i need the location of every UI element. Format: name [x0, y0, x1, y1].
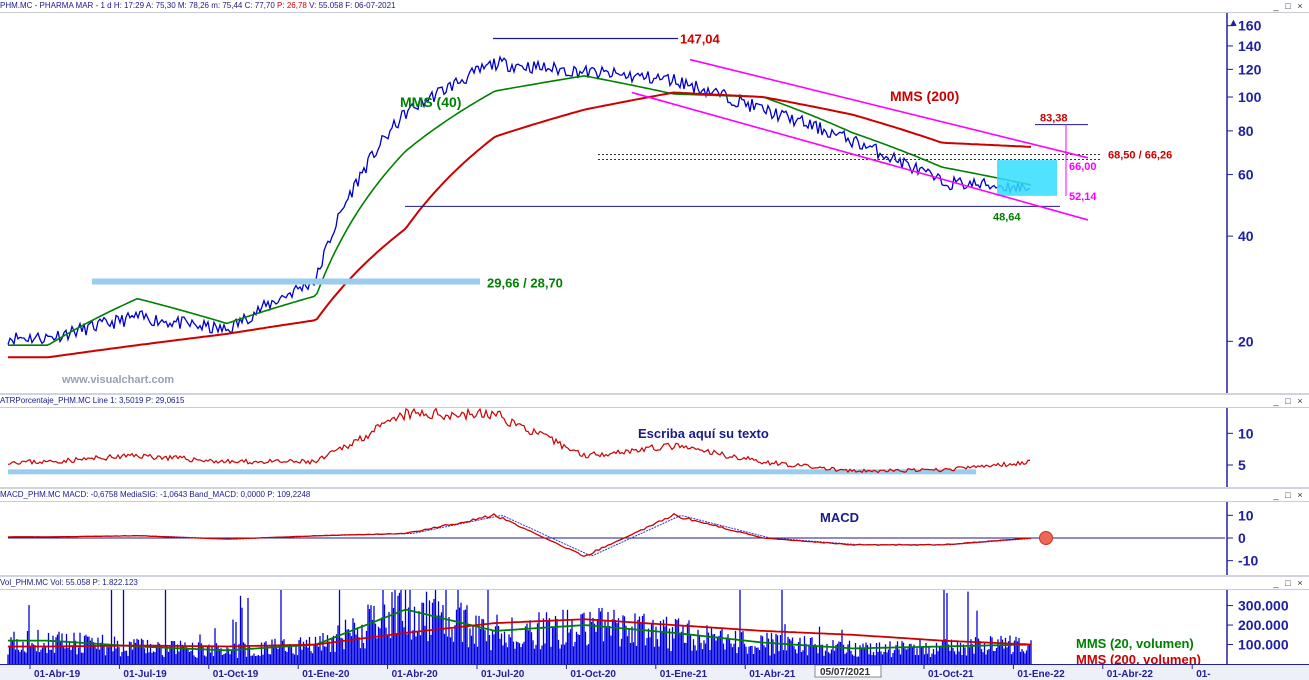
time-tick-label: 01-Abr-20 — [392, 669, 439, 680]
macd-line — [7, 512, 1032, 557]
pane-separator[interactable] — [0, 393, 1309, 395]
mms40-line — [8, 75, 1032, 346]
time-tick-label: 01-Ene-20 — [302, 669, 350, 680]
price-tick-label: 160 — [1238, 18, 1262, 34]
volume-chart[interactable]: 300.000 200.000 100.000 MMS (20, volumen)MM… — [0, 590, 1309, 664]
peak-label: 147,04 — [680, 31, 721, 46]
time-tick-label: 01-Oct-21 — [928, 669, 974, 680]
mms200-label: MMS (200) — [890, 88, 959, 104]
volume-mms20-label: MMS (20, volumen) — [1076, 636, 1194, 651]
time-tick-label: 01-Jul-19 — [123, 669, 167, 680]
channel-upper-line — [689, 58, 1089, 159]
atr-pane[interactable]: ATRPorcentaje_PHM.MC Line 1: 3,5019 P: 2… — [0, 395, 1309, 487]
price-tick-label: 60 — [1238, 167, 1254, 183]
support-label: 29,66 / 28,70 — [487, 276, 563, 291]
close-icon[interactable]: × — [1297, 578, 1303, 588]
level-52-label: 52,14 — [1069, 191, 1097, 203]
time-tick-label: 01-Oct-19 — [213, 669, 259, 680]
atr-pane-header: ATRPorcentaje_PHM.MC Line 1: 3,5019 P: 2… — [0, 395, 1309, 408]
time-tick-label: 01-Abr-22 — [1107, 669, 1154, 680]
consolidation-box — [997, 160, 1057, 196]
atr-band — [8, 469, 976, 475]
time-tick-label: 01-Ene-21 — [660, 669, 708, 680]
minimize-icon[interactable]: _ — [1273, 396, 1279, 406]
time-tick-label: 01-Oct-20 — [570, 669, 616, 680]
time-tick-label: 01-Abr-21 — [749, 669, 796, 680]
price-tick-label: 40 — [1238, 228, 1254, 244]
price-tick-label: 20 — [1238, 333, 1254, 349]
level-66-label: 66,00 — [1069, 161, 1097, 173]
maximize-icon[interactable]: □ — [1285, 1, 1291, 11]
time-axis-labels: 01-Abr-19 01-Jul-19 01-Oct-19 01-Ene-20 01-A… — [29, 665, 1211, 680]
price-tick-label: 140 — [1238, 38, 1262, 54]
support-band — [92, 278, 480, 285]
price-header-p: P: 26,78 — [277, 1, 307, 10]
volume-pane[interactable]: Vol_PHM.MC Vol: 55.058 P: 1.822.123 _ □ × … — [0, 577, 1309, 664]
price-tick-label: 100 — [1238, 89, 1262, 105]
macd-tick-label: 0 — [1238, 530, 1246, 546]
maximize-icon[interactable]: □ — [1285, 396, 1291, 406]
macd-label: MACD — [820, 510, 859, 525]
atr-tick-label: 5 — [1238, 457, 1246, 473]
atr-line — [7, 408, 1031, 474]
close-icon[interactable]: × — [1297, 490, 1303, 500]
cursor-date-box — [814, 665, 882, 678]
price-tick-label: 80 — [1238, 123, 1254, 139]
mms40-label: MMS (40) — [400, 94, 461, 110]
macd-pane[interactable]: MACD_PHM.MC MACD: -0,6758 MediaSIG: -1,0… — [0, 489, 1309, 575]
volume-bars — [7, 590, 1032, 664]
level-83-label: 83,38 — [1040, 113, 1068, 125]
minimize-icon[interactable]: _ — [1273, 1, 1279, 11]
time-tick-label: 01- — [1196, 669, 1210, 680]
time-tick-label: 01-Ene-22 — [1017, 669, 1065, 680]
price-header-symbol: PHM.MC - PHARMA MAR - 1 d — [0, 1, 112, 10]
level-68-label: 68,50 / 66,26 — [1108, 149, 1172, 161]
volume-pane-controls: _ □ × — [1269, 577, 1305, 589]
volume-mms20-line — [8, 608, 1032, 652]
atr-pane-controls: _ □ × — [1269, 395, 1305, 407]
time-tick-label: 01-Abr-19 — [34, 669, 81, 680]
scroll-up-icon: ▲ — [1228, 17, 1239, 29]
volume-mms200-label: MMS (200, volumen) — [1076, 652, 1201, 664]
minimize-icon[interactable]: _ — [1273, 490, 1279, 500]
atr-chart[interactable]: 10 5 Escriba aquí su texto — [0, 408, 1309, 487]
price-series-line — [7, 55, 1031, 346]
time-axis[interactable]: 01-Abr-19 01-Jul-19 01-Oct-19 01-Ene-20 01-A… — [0, 664, 1309, 680]
minimize-icon[interactable]: _ — [1273, 578, 1279, 588]
price-tick-label: 120 — [1238, 61, 1262, 77]
macd-signal-line — [8, 515, 1032, 557]
price-pane-controls: _ □ × — [1269, 0, 1305, 12]
macd-pane-controls: _ □ × — [1269, 489, 1305, 501]
pane-separator[interactable] — [0, 575, 1309, 577]
close-icon[interactable]: × — [1297, 396, 1303, 406]
volume-mms200-line — [8, 618, 1032, 648]
atr-text-annotation: Escriba aquí su texto — [638, 426, 769, 441]
level-48-label: 48,64 — [993, 211, 1021, 223]
volume-tick-label: 100.000 — [1238, 637, 1289, 653]
macd-pane-header: MACD_PHM.MC MACD: -0,6758 MediaSIG: -1,0… — [0, 489, 1309, 502]
price-header-rest: V: 55.058 F: 06-07-2021 — [309, 1, 396, 10]
watermark: www.visualchart.com — [61, 374, 174, 386]
mms200-line — [8, 91, 1032, 359]
maximize-icon[interactable]: □ — [1285, 578, 1291, 588]
pane-separator[interactable] — [0, 487, 1309, 489]
close-icon[interactable]: × — [1297, 1, 1303, 11]
macd-tick-label: -10 — [1238, 553, 1258, 569]
price-chart[interactable]: 29,66 / 28,70 147,04 48,64 68,50 / 66,26 83,… — [0, 13, 1309, 393]
price-header-stats: H: 17:29 A: 75,30 M: 78,26 m: 75,44 C: 7… — [113, 1, 275, 10]
time-tick-label: 01-Jul-20 — [481, 669, 525, 680]
price-pane-header: PHM.MC - PHARMA MAR - 1 d H: 17:29 A: 75… — [0, 0, 1309, 13]
maximize-icon[interactable]: □ — [1285, 490, 1291, 500]
macd-chart[interactable]: 10 0 -10 MACD — [0, 502, 1309, 575]
volume-pane-header: Vol_PHM.MC Vol: 55.058 P: 1.822.123 — [0, 577, 1309, 590]
volume-tick-label: 200.000 — [1238, 617, 1289, 633]
volume-tick-label: 300.000 — [1238, 598, 1289, 614]
channel-lower-line — [631, 91, 1089, 221]
macd-tick-label: 10 — [1238, 507, 1254, 523]
macd-marker — [1039, 531, 1053, 545]
price-pane[interactable]: PHM.MC - PHARMA MAR - 1 d H: 17:29 A: 75… — [0, 0, 1309, 393]
cursor-date-label: 05/07/2021 — [820, 667, 870, 678]
atr-tick-label: 10 — [1238, 425, 1254, 441]
